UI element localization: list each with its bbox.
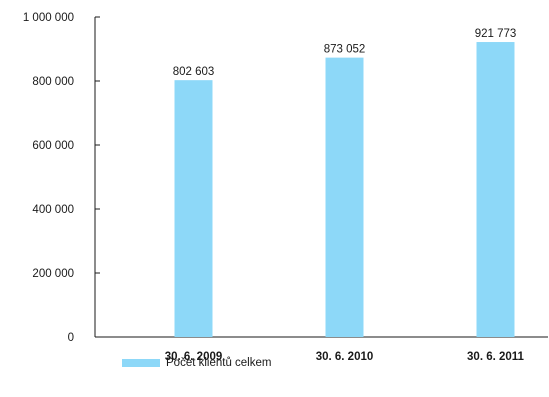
bar bbox=[325, 57, 364, 338]
legend-label: Počet klientů celkem bbox=[166, 357, 272, 369]
bar bbox=[174, 80, 213, 337]
legend-swatch bbox=[122, 359, 160, 367]
y-tick-label: 600 000 bbox=[32, 140, 74, 152]
x-category-label: 30. 6. 2011 bbox=[467, 351, 525, 363]
x-axis: 30. 6. 2009 30. 6. 2010 30. 6. 2011 bbox=[95, 336, 548, 363]
x-category-label: 30. 6. 2009 bbox=[165, 351, 223, 363]
bar-value-label: 802 603 bbox=[173, 66, 215, 78]
y-tick-label: 200 000 bbox=[32, 268, 74, 280]
y-tick-label: 1 000 000 bbox=[23, 12, 74, 24]
bars bbox=[174, 42, 515, 338]
x-category-label: 30. 6. 2010 bbox=[316, 351, 374, 363]
bar bbox=[476, 42, 515, 337]
data-labels: 802 603 873 052 921 773 bbox=[173, 28, 517, 78]
y-tick-label: 400 000 bbox=[32, 204, 74, 216]
legend: Počet klientů celkem bbox=[122, 357, 271, 369]
y-tick-label: 0 bbox=[68, 332, 74, 344]
y-tick-label: 800 000 bbox=[32, 76, 74, 88]
bar-value-label: 873 052 bbox=[324, 44, 366, 56]
bar-value-label: 921 773 bbox=[475, 28, 517, 40]
y-axis: 0 200 000 400 000 600 000 800 000 1 000 000 bbox=[23, 12, 100, 344]
